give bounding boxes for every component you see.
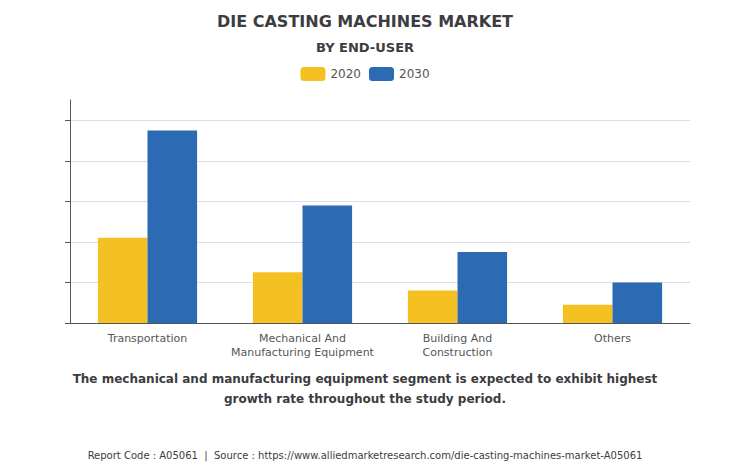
svg-text:Mechanical And: Mechanical And <box>259 332 346 345</box>
svg-text:2020: 2020 <box>330 67 361 81</box>
svg-text:growth rate throughout the stu: growth rate throughout the study period. <box>224 392 506 406</box>
svg-text:The mechanical and manufacturi: The mechanical and manufacturing equipme… <box>73 372 658 386</box>
svg-text:Building And: Building And <box>423 332 493 345</box>
svg-text:Construction: Construction <box>422 346 492 359</box>
svg-text:DIE CASTING MACHINES MARKET: DIE CASTING MACHINES MARKET <box>217 12 513 31</box>
svg-text:Transportation: Transportation <box>107 332 187 345</box>
svg-text:BY END-USER: BY END-USER <box>316 40 414 55</box>
svg-text:Others: Others <box>594 332 631 345</box>
svg-text:Manufacturing Equipment: Manufacturing Equipment <box>231 346 375 359</box>
svg-text:2030: 2030 <box>399 67 430 81</box>
svg-text:Report Code : A05061 | Sourc: Report Code : A05061 | Source : https://… <box>88 450 643 462</box>
